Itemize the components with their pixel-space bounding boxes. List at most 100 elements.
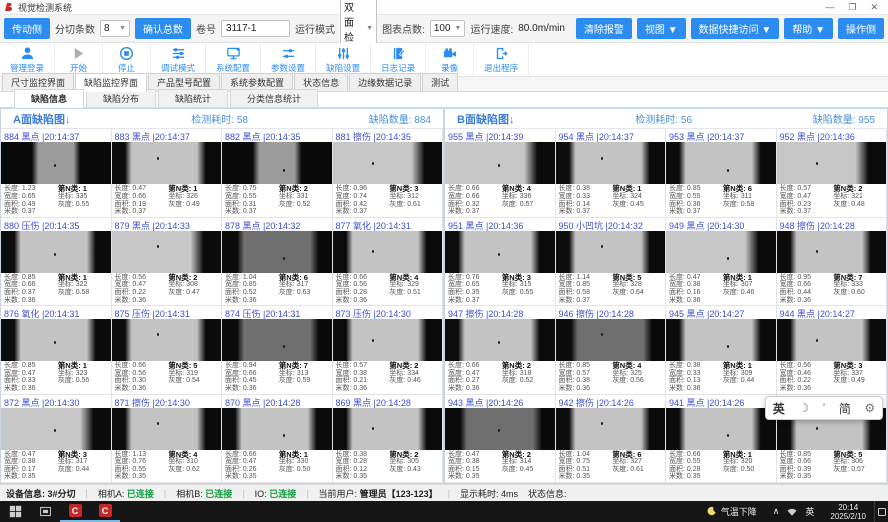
defect-cell[interactable]: 949 黑点 |20:14:30 长度: 0.47 宽度: 0.38 面积: 0…: [666, 217, 777, 307]
defect-thumbnail[interactable]: [332, 407, 442, 450]
admin-login-button[interactable]: 管理登录: [0, 43, 56, 77]
defect-cell[interactable]: 946 擦伤 |20:14:28 长度: 0.85 宽度: 0.57 面积: 0…: [555, 306, 666, 395]
tab-product-config[interactable]: 产品型号配置: [148, 73, 221, 92]
tab-size-monitor[interactable]: 尺寸监控界面: [2, 73, 75, 92]
defect-cell[interactable]: 874 压伤 |20:14:31 长度: 0.94 宽度: 0.66 面积: 0…: [222, 306, 333, 395]
tab-defect-monitor[interactable]: 缺陷监控界面: [75, 73, 148, 93]
defect-cell[interactable]: 884 黑点 |20:14:37 长度: 1.23 宽度: 0.65 面积: 0…: [1, 129, 112, 218]
start-button[interactable]: 开始: [55, 43, 104, 77]
action-center-button[interactable]: [874, 501, 888, 522]
defect-cell[interactable]: 872 黑点 |20:14:30 长度: 0.47 宽度: 0.38 面积: 0…: [1, 394, 112, 483]
defect-cell[interactable]: 869 黑点 |20:14:28 长度: 0.38 宽度: 0.28 面积: 0…: [332, 394, 443, 483]
defect-thumbnail[interactable]: [111, 230, 221, 273]
defect-cell[interactable]: 952 黑点 |20:14:36 长度: 0.57 宽度: 0.47 面积: 0…: [776, 129, 887, 218]
debug-mode-button[interactable]: 调试模式: [151, 43, 207, 77]
moon-icon[interactable]: ☽: [798, 401, 810, 415]
defect-thumbnail[interactable]: [666, 142, 776, 185]
taskbar-clock[interactable]: 20:14 2025/2/10: [822, 503, 874, 521]
defect-cell[interactable]: 877 氧化 |20:14:31 长度: 0.66 宽度: 0.56 面积: 0…: [332, 217, 443, 307]
defect-thumbnail[interactable]: [666, 230, 776, 273]
weather-widget[interactable]: 气温下降: [698, 505, 765, 518]
defect-thumbnail[interactable]: [222, 230, 332, 273]
defect-thumbnail[interactable]: [1, 319, 111, 362]
defect-cell[interactable]: 943 黑点 |20:14:26 长度: 0.47 宽度: 0.38 面积: 0…: [445, 394, 556, 483]
defect-cell[interactable]: 880 压伤 |20:14:35 长度: 0.85 宽度: 0.66 面积: 0…: [1, 217, 112, 307]
tab-defect-info[interactable]: 缺陷信息: [14, 89, 85, 109]
defect-thumbnail[interactable]: [1, 142, 111, 185]
defect-cell[interactable]: 882 黑点 |20:14:35 长度: 0.75 宽度: 0.55 面积: 0…: [222, 129, 333, 218]
defect-thumbnail[interactable]: [555, 230, 665, 273]
taskbar-app-inspection-1[interactable]: C: [60, 501, 90, 522]
defect-cell[interactable]: 873 压伤 |20:14:30 长度: 0.57 宽度: 0.38 面积: 0…: [332, 306, 443, 395]
ime-apostrophe[interactable]: ’: [822, 401, 826, 415]
defect-thumbnail[interactable]: [445, 142, 555, 185]
defect-cell[interactable]: 870 黑点 |20:14:28 长度: 0.66 宽度: 0.47 面积: 0…: [222, 394, 333, 483]
chart-points-select[interactable]: 100 ▼: [429, 20, 466, 38]
defect-thumbnail[interactable]: [222, 407, 332, 450]
defect-thumbnail[interactable]: [445, 407, 555, 450]
defect-thumbnail[interactable]: [776, 230, 886, 273]
defect-thumbnail[interactable]: [332, 142, 442, 185]
defect-cell[interactable]: 951 黑点 |20:14:36 长度: 0.76 宽度: 0.65 面积: 0…: [445, 217, 556, 307]
stop-button[interactable]: 停止: [103, 43, 152, 77]
defect-thumbnail[interactable]: [1, 230, 111, 273]
defect-thumbnail[interactable]: [776, 142, 886, 185]
defect-cell[interactable]: 945 黑点 |20:14:27 长度: 0.38 宽度: 0.33 面积: 0…: [666, 306, 777, 395]
defect-cell[interactable]: 876 氧化 |20:14:31 长度: 0.85 宽度: 0.47 面积: 0…: [1, 306, 112, 395]
tab-test[interactable]: 测试: [422, 73, 459, 92]
system-config-button[interactable]: 系统配置: [206, 43, 262, 77]
defect-cell[interactable]: 953 黑点 |20:14:37 长度: 0.85 宽度: 0.55 面积: 0…: [666, 129, 777, 218]
defect-settings-button[interactable]: 缺陷设置: [316, 43, 372, 77]
defect-cell[interactable]: 879 黑点 |20:14:33 长度: 0.56 宽度: 0.47 面积: 0…: [111, 217, 222, 307]
data-access-menu-button[interactable]: 数据快捷访问 ▼: [690, 18, 780, 40]
defect-thumbnail[interactable]: [776, 319, 886, 362]
help-menu-button[interactable]: 帮助 ▼: [784, 18, 833, 40]
param-settings-button[interactable]: 参数设置: [261, 43, 317, 77]
defect-thumbnail[interactable]: [555, 142, 665, 185]
gear-icon[interactable]: ⚙: [864, 401, 876, 415]
tab-system-params[interactable]: 系统参数配置: [221, 73, 294, 92]
tab-defect-stats[interactable]: 缺陷统计: [158, 89, 229, 108]
ime-simplified-toggle[interactable]: 简: [838, 401, 851, 416]
defect-thumbnail[interactable]: [111, 407, 221, 450]
defect-thumbnail[interactable]: [555, 319, 665, 362]
task-view-button[interactable]: [30, 501, 60, 522]
defect-thumbnail[interactable]: [332, 319, 442, 362]
roll-number-input[interactable]: 3117-1: [221, 20, 291, 38]
confirm-total-button[interactable]: 确认总数: [135, 18, 192, 40]
tray-language-indicator[interactable]: 英: [805, 507, 815, 518]
defect-thumbnail[interactable]: [111, 142, 221, 185]
defect-thumbnail[interactable]: [1, 407, 111, 450]
ime-english-toggle[interactable]: 英: [772, 401, 785, 416]
exit-program-button[interactable]: 退出程序: [474, 43, 530, 77]
defect-thumbnail[interactable]: [445, 319, 555, 362]
defect-cell[interactable]: 948 擦伤 |20:14:28 长度: 0.95 宽度: 0.66 面积: 0…: [776, 217, 887, 307]
defect-cell[interactable]: 950 小凹坑 |20:14:32 长度: 1.14 宽度: 0.85 面积: …: [555, 217, 666, 307]
defect-cell[interactable]: 875 压伤 |20:14:31 长度: 0.66 宽度: 0.56 面积: 0…: [111, 306, 222, 395]
defect-cell[interactable]: 878 黑点 |20:14:32 长度: 1.04 宽度: 0.85 面积: 0…: [222, 217, 333, 307]
defect-cell[interactable]: 871 擦伤 |20:14:30 长度: 1.13 宽度: 0.76 面积: 0…: [111, 394, 222, 483]
defect-cell[interactable]: 944 黑点 |20:14:27 长度: 0.56 宽度: 0.46 面积: 0…: [776, 306, 887, 395]
tab-status-info[interactable]: 状态信息: [294, 73, 349, 92]
defect-cell[interactable]: 941 黑点 |20:14:26 长度: 0.66 宽度: 0.55 面积: 0…: [666, 394, 777, 483]
tab-edge-data[interactable]: 边缘数据记录: [349, 73, 422, 92]
defect-thumbnail[interactable]: [222, 142, 332, 185]
defect-thumbnail[interactable]: [111, 319, 221, 362]
minimize-button[interactable]: —: [825, 1, 835, 12]
drive-side-button[interactable]: 传动侧: [4, 18, 50, 40]
defect-thumbnail[interactable]: [332, 230, 442, 273]
maximize-button[interactable]: ❐: [848, 1, 857, 12]
defect-cell[interactable]: 955 黑点 |20:14:39 长度: 0.66 宽度: 0.66 面积: 0…: [445, 129, 556, 218]
defect-cell[interactable]: 881 擦伤 |20:14:35 长度: 0.96 宽度: 0.74 面积: 0…: [332, 129, 443, 218]
tray-expand-caret[interactable]: ∧: [772, 506, 780, 517]
log-record-button[interactable]: 日志记录: [371, 43, 427, 77]
record-video-button[interactable]: 录像: [426, 43, 475, 77]
view-menu-button[interactable]: 视图 ▼: [636, 18, 686, 40]
defect-thumbnail[interactable]: [666, 319, 776, 362]
defect-cell[interactable]: 883 黑点 |20:14:37 长度: 0.47 宽度: 0.66 面积: 0…: [111, 129, 222, 218]
defect-thumbnail[interactable]: [666, 407, 776, 450]
close-button[interactable]: ✕: [870, 1, 878, 12]
defect-cell[interactable]: 947 擦伤 |20:14:28 长度: 0.66 宽度: 0.47 面积: 0…: [445, 306, 556, 395]
defect-thumbnail[interactable]: [445, 230, 555, 273]
clear-alarm-button[interactable]: 清除报警: [575, 18, 632, 40]
